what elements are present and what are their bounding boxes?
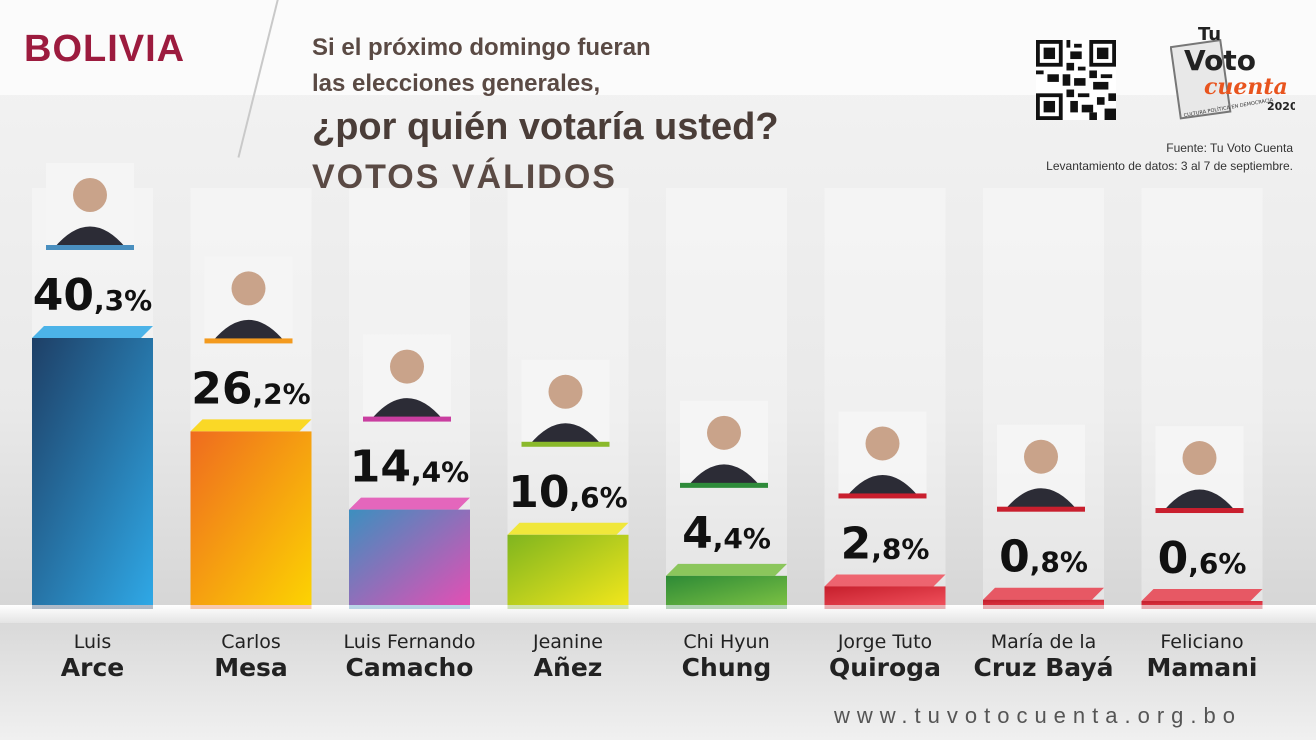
candidate-last-name: Añez bbox=[534, 653, 603, 682]
portrait-underline bbox=[680, 482, 768, 488]
bar-shadow bbox=[190, 605, 312, 609]
bar bbox=[32, 338, 153, 605]
column-bg bbox=[1141, 188, 1263, 605]
bar-top bbox=[824, 574, 946, 587]
bar-top bbox=[32, 326, 153, 338]
portrait-underline bbox=[997, 506, 1085, 512]
candidate-portrait bbox=[363, 334, 451, 422]
fieldwork-note: Levantamiento de datos: 3 al 7 de septie… bbox=[1046, 159, 1293, 173]
candidate-last-name: Cruz Bayá bbox=[973, 653, 1113, 682]
candidate-first-name: María de la bbox=[991, 631, 1097, 653]
bar bbox=[1141, 601, 1263, 605]
portrait-underline bbox=[363, 416, 451, 422]
data-label: 10,6% bbox=[508, 467, 627, 518]
bar-top bbox=[1141, 589, 1263, 602]
data-label: 14,4% bbox=[350, 442, 469, 493]
data-label: 2,8% bbox=[841, 518, 930, 569]
column-bg bbox=[983, 188, 1104, 605]
portrait-underline bbox=[46, 245, 134, 250]
bar bbox=[190, 431, 312, 605]
question-line-1: Si el próximo domingo fueran bbox=[312, 34, 651, 61]
candidate-first-name: Luis bbox=[74, 631, 111, 653]
bar-top bbox=[349, 497, 470, 510]
candidate-last-name: Chung bbox=[682, 653, 772, 682]
qr-code-icon[interactable] bbox=[1036, 40, 1116, 120]
data-label: 0,6% bbox=[1158, 533, 1247, 584]
bar-top bbox=[666, 563, 787, 576]
candidate-first-name: Jorge Tuto bbox=[837, 631, 932, 653]
bar-top bbox=[983, 587, 1104, 600]
portrait-underline bbox=[521, 441, 610, 447]
candidate-portrait bbox=[204, 256, 293, 344]
subtitle: VOTOS VÁLIDOS bbox=[312, 158, 617, 196]
candidate-portrait bbox=[838, 411, 927, 499]
candidate-first-name: Chi Hyun bbox=[683, 631, 769, 653]
bar-top bbox=[507, 522, 629, 535]
portrait-underline bbox=[204, 338, 293, 344]
candidate-last-name: Camacho bbox=[346, 653, 474, 682]
bar bbox=[824, 586, 946, 605]
bar bbox=[349, 509, 470, 605]
bar-shadow bbox=[983, 605, 1104, 609]
chart-floor bbox=[0, 605, 1316, 623]
bar-top bbox=[190, 419, 312, 432]
logo-line-2: Voto bbox=[1184, 44, 1256, 77]
website-url[interactable]: www.tuvotocuenta.org.bo bbox=[833, 703, 1242, 728]
bar bbox=[507, 534, 629, 605]
bar-shadow bbox=[507, 605, 629, 609]
country-title: BOLIVIA bbox=[24, 28, 186, 70]
bar-shadow bbox=[1141, 605, 1263, 609]
candidate-portrait bbox=[521, 359, 610, 447]
tu-voto-cuenta-logo: Tu Voto cuenta CULTURA POLÍTICA EN DEMOC… bbox=[1170, 24, 1295, 120]
candidate-portrait bbox=[1155, 426, 1244, 514]
candidate-portrait bbox=[997, 424, 1085, 512]
data-label: 4,4% bbox=[682, 508, 771, 559]
candidate-last-name: Mamani bbox=[1146, 653, 1257, 682]
bar-shadow bbox=[666, 605, 787, 609]
candidate-last-name: Arce bbox=[61, 653, 124, 682]
bar bbox=[666, 575, 787, 605]
column-bg bbox=[666, 188, 787, 605]
candidate-portrait bbox=[46, 163, 134, 250]
logo-year: 2020 bbox=[1267, 100, 1295, 113]
data-label: 26,2% bbox=[191, 363, 310, 414]
logo-line-3: cuenta bbox=[1204, 74, 1288, 100]
question-line-2: las elecciones generales, bbox=[312, 70, 601, 97]
bar bbox=[983, 599, 1104, 605]
logo-line-1: Tu bbox=[1198, 24, 1221, 45]
candidate-first-name: Luis Fernando bbox=[344, 631, 476, 653]
candidate-last-name: Mesa bbox=[214, 653, 288, 682]
candidate-last-name: Quiroga bbox=[829, 653, 941, 682]
column-bg bbox=[824, 188, 946, 605]
data-label: 40,3% bbox=[33, 270, 152, 321]
question-line-3: ¿por quién votaría usted? bbox=[312, 106, 779, 148]
candidate-first-name: Feliciano bbox=[1160, 631, 1243, 653]
portrait-underline bbox=[1155, 508, 1244, 514]
bar-shadow bbox=[349, 605, 470, 609]
candidate-first-name: Jeanine bbox=[532, 631, 603, 653]
bar-shadow bbox=[32, 605, 153, 609]
data-label: 0,8% bbox=[999, 532, 1088, 583]
bar-shadow bbox=[824, 605, 946, 609]
candidate-portrait bbox=[680, 400, 768, 488]
candidate-first-name: Carlos bbox=[221, 631, 281, 653]
portrait-underline bbox=[838, 493, 927, 499]
source-note: Fuente: Tu Voto Cuenta bbox=[1166, 141, 1293, 155]
